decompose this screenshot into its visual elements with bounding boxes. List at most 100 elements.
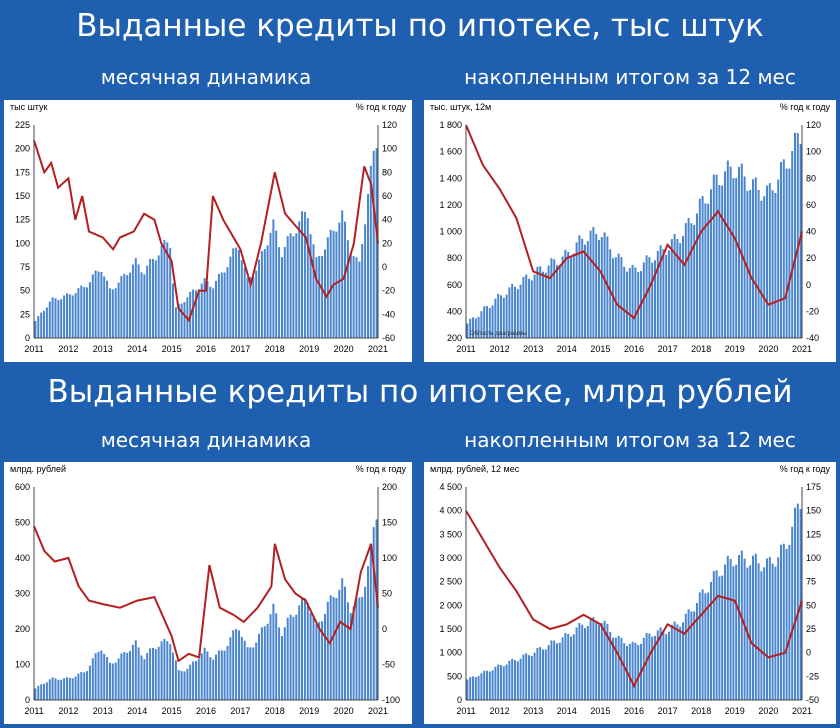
data-bar xyxy=(203,647,206,700)
data-bar xyxy=(477,676,480,700)
x-tick-label: 2016 xyxy=(196,344,216,354)
data-bar xyxy=(123,274,126,338)
data-bar xyxy=(229,256,232,338)
data-bar xyxy=(483,670,486,700)
data-bar xyxy=(670,624,673,700)
data-bar xyxy=(570,256,572,338)
y2-tick-label: 80 xyxy=(382,167,392,177)
data-bar xyxy=(63,678,66,700)
data-bar xyxy=(771,563,774,700)
data-bar xyxy=(586,241,589,338)
data-bar xyxy=(760,200,763,338)
data-bar xyxy=(369,543,372,700)
data-bar xyxy=(266,623,269,700)
data-bar xyxy=(600,623,603,700)
data-bar xyxy=(474,677,477,700)
x-tick-label: 2017 xyxy=(658,344,678,354)
y2-tick-label: -20 xyxy=(382,286,395,296)
data-bar xyxy=(160,641,163,700)
data-bar xyxy=(223,650,226,700)
data-bar xyxy=(209,286,212,338)
data-bar xyxy=(676,239,679,338)
data-bar xyxy=(752,555,754,700)
data-bar xyxy=(266,245,269,338)
data-bar xyxy=(516,661,519,700)
data-bar xyxy=(120,653,123,700)
y2-tick-label: 60 xyxy=(806,200,816,210)
data-bar xyxy=(37,316,40,338)
data-bar xyxy=(494,298,497,338)
data-bar xyxy=(197,659,200,700)
y-tick-label: 225 xyxy=(15,120,30,130)
section-title-rubles: Выданные кредиты по ипотеке, млрд рублей xyxy=(0,370,840,414)
x-tick-label: 2013 xyxy=(93,706,113,716)
y2-tick-label: -40 xyxy=(806,333,819,343)
data-bar xyxy=(51,297,54,338)
data-bar xyxy=(226,267,229,338)
y-tick-label: 200 xyxy=(15,144,30,154)
data-bar xyxy=(177,304,180,338)
y-tick-label: 125 xyxy=(15,215,30,225)
data-bar xyxy=(74,676,77,700)
data-bar xyxy=(525,653,528,700)
data-bar xyxy=(623,266,626,338)
data-bar xyxy=(45,307,48,338)
y2-tick-label: 0 xyxy=(382,262,387,272)
x-tick-label: 2011 xyxy=(24,344,43,354)
data-bar xyxy=(309,234,312,338)
data-bar xyxy=(189,664,192,700)
data-bar xyxy=(774,566,777,700)
data-bar xyxy=(488,671,491,700)
data-bar xyxy=(335,231,338,338)
data-bar xyxy=(232,248,235,338)
data-bar xyxy=(154,260,157,338)
data-bar xyxy=(57,679,60,700)
data-bar xyxy=(763,196,766,338)
y2-tick-label: 175 xyxy=(806,482,821,492)
data-bar xyxy=(648,633,651,700)
x-tick-label: 2017 xyxy=(230,344,250,354)
y-axis-label: млрд. рублей, 12 мес xyxy=(430,464,520,474)
yoy-line xyxy=(33,140,379,323)
data-bar xyxy=(662,630,665,700)
data-bar xyxy=(589,230,592,338)
data-bar xyxy=(318,622,321,700)
data-bar xyxy=(528,278,530,338)
data-bar xyxy=(595,234,598,338)
data-bar xyxy=(612,637,614,700)
chart-panel-monthly-rubles: млрд. рублей% год к году 0 100 200 300 400 500… xyxy=(4,462,412,724)
data-bar xyxy=(564,633,567,700)
data-bar xyxy=(43,310,45,338)
data-bar xyxy=(673,233,676,338)
data-bar xyxy=(160,245,163,338)
y-tick-label: 1 000 xyxy=(439,227,462,237)
data-bar xyxy=(154,649,157,700)
data-bar xyxy=(63,295,66,338)
data-bar xyxy=(623,643,626,700)
data-bar xyxy=(466,323,469,338)
data-bar xyxy=(169,644,172,700)
data-bar xyxy=(131,264,134,338)
x-tick-label: 2015 xyxy=(162,706,182,716)
data-bar xyxy=(684,613,687,700)
y-tick-label: 100 xyxy=(15,660,30,670)
data-bar xyxy=(240,260,243,338)
data-bar xyxy=(226,646,229,700)
data-bar xyxy=(306,603,309,700)
data-bar xyxy=(217,274,220,338)
data-bar xyxy=(592,227,595,338)
y-tick-label: 3 000 xyxy=(439,553,462,563)
y2-axis-label: % год к году xyxy=(780,102,831,112)
data-bar xyxy=(738,555,740,700)
data-bar xyxy=(183,671,186,700)
x-tick-label: 2018 xyxy=(265,706,285,716)
data-bar xyxy=(40,312,43,338)
x-tick-label: 2014 xyxy=(127,706,147,716)
y2-tick-label: 50 xyxy=(806,600,816,610)
data-bar xyxy=(609,631,612,700)
data-bar xyxy=(477,316,480,338)
y-tick-label: 1 000 xyxy=(439,648,462,658)
data-bar xyxy=(286,617,289,700)
data-bar xyxy=(754,177,757,338)
